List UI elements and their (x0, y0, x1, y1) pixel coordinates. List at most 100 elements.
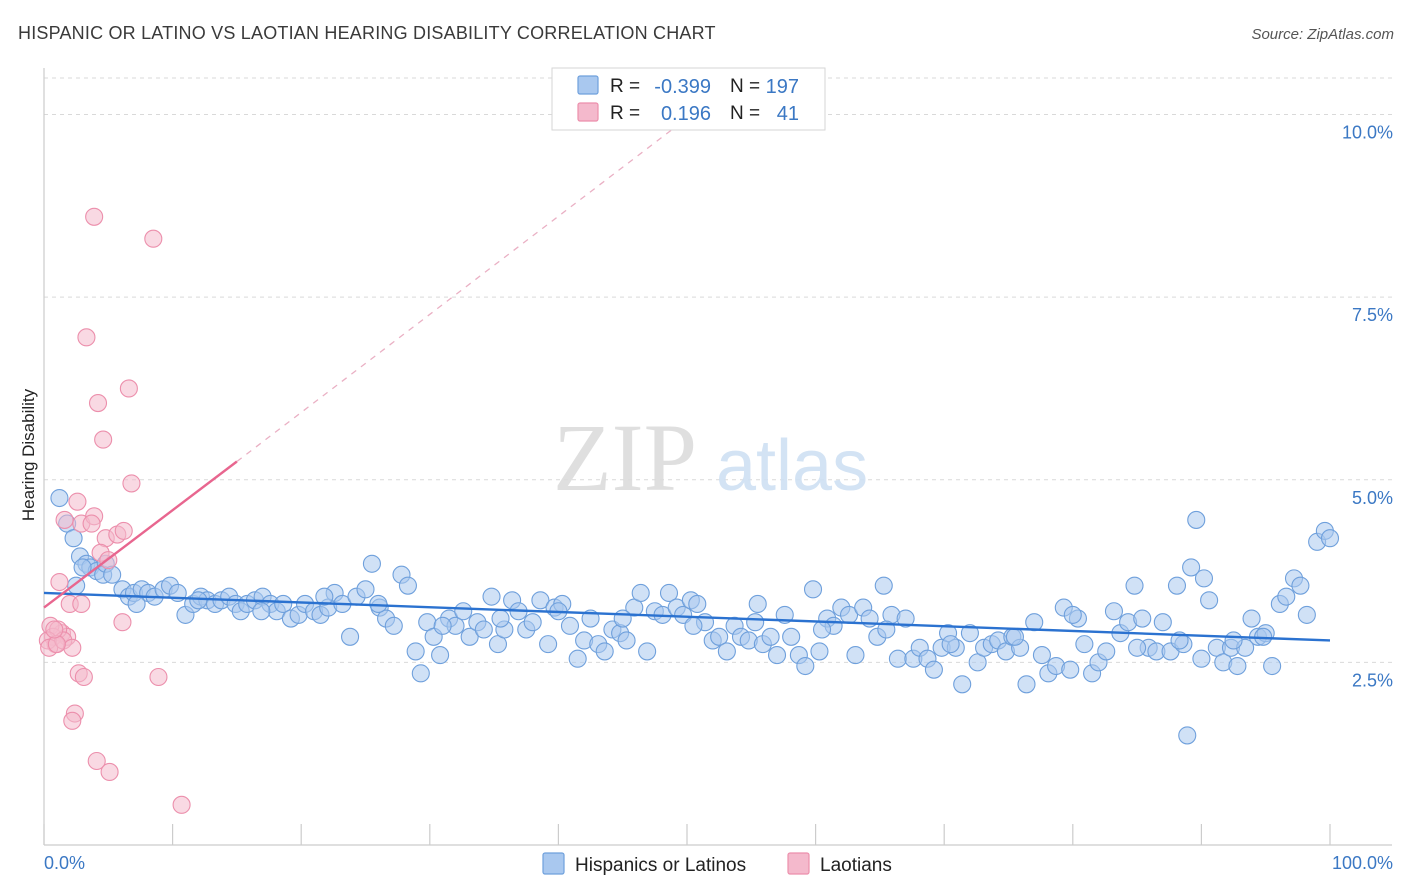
hispanic-point (1075, 635, 1094, 654)
hispanic-point (531, 591, 550, 610)
legend-n-label-1: N = (730, 76, 760, 97)
y-tick-label-2: 7.5% (1352, 305, 1393, 325)
hispanic-point (684, 616, 703, 635)
hispanic-point (460, 627, 479, 646)
hispanic-point (431, 646, 450, 665)
hispanic-point (1200, 591, 1219, 610)
hispanic-regression-line (43, 591, 1331, 642)
hispanic-point (1192, 649, 1211, 668)
hispanic-point (252, 602, 271, 621)
hispanic-point (1128, 638, 1147, 657)
hispanic-point (953, 675, 972, 694)
laotian-point (68, 492, 87, 511)
laotian-point (72, 594, 91, 613)
hispanic-point (1320, 529, 1340, 548)
chart-source: Source: ZipAtlas.com (1251, 26, 1394, 43)
laotian-point (88, 394, 108, 413)
laotian-point (172, 795, 191, 814)
laotian-point (82, 514, 101, 533)
laotian-point (50, 572, 69, 592)
laotian-point (45, 620, 64, 639)
legend-label-hispanics: Hispanics or Latinos (575, 855, 746, 876)
hispanic-point (539, 635, 558, 654)
legend-swatch-pink (577, 102, 599, 122)
hispanic-point (1063, 605, 1082, 624)
hispanic-point (1017, 675, 1036, 694)
y-tick-label-3: 10.0% (1342, 123, 1393, 143)
hispanic-point (356, 580, 375, 599)
hispanic-point (454, 602, 473, 621)
hispanic-point (1228, 656, 1247, 676)
legend-n-label-2: N = (730, 103, 760, 124)
hispanic-point (491, 609, 510, 628)
regression-lines (43, 117, 1331, 642)
hispanic-point (761, 627, 780, 646)
hispanic-point (73, 558, 92, 577)
laotian-regression-extension (236, 117, 688, 463)
hispanic-point (560, 616, 580, 635)
hispanic-point (406, 642, 425, 661)
hispanic-point (796, 656, 815, 676)
legend-r-label-1: R = (610, 76, 640, 97)
hispanic-point (1005, 627, 1024, 646)
hispanic-point (810, 642, 829, 661)
laotian-point (119, 379, 138, 398)
hispanic-point (64, 529, 83, 548)
hispanic-point (960, 624, 979, 643)
hispanic-point (1187, 510, 1206, 529)
hispanic-point (767, 646, 787, 665)
x-tick-label-1: 100.0% (1332, 853, 1393, 873)
hispanic-point (941, 635, 960, 654)
laotian-point (144, 229, 163, 248)
legend-r-label-2: R = (610, 103, 640, 124)
legend-swatch-hispanics (542, 852, 565, 875)
laotian-point (113, 613, 132, 632)
chart-title: HISPANIC OR LATINO VS LAOTIAN HEARING DI… (18, 23, 716, 43)
legend-r-value-1: -0.399 (654, 76, 711, 98)
hispanic-point (1277, 587, 1296, 606)
laotian-point (114, 521, 133, 540)
series-hispanics-points (50, 488, 1340, 745)
hispanic-point (127, 594, 146, 613)
laotian-point (85, 207, 104, 226)
laotian-point (149, 667, 168, 687)
hispanic-point (1125, 576, 1144, 595)
hispanic-point (631, 583, 650, 603)
x-tick-label-0: 0.0% (44, 853, 85, 873)
hispanic-point (896, 609, 915, 628)
hispanic-point (1182, 558, 1201, 577)
hispanic-point (189, 591, 208, 610)
hispanic-point (613, 609, 632, 628)
hispanic-point (523, 613, 542, 632)
hispanic-point (568, 649, 587, 668)
hispanic-point (717, 642, 736, 661)
axes (43, 68, 1392, 846)
hispanic-point (362, 554, 381, 573)
legend-swatch-laotians (787, 852, 810, 875)
hispanic-point (1224, 631, 1243, 650)
laotian-point (63, 638, 82, 657)
laotian-regression-line (43, 460, 238, 609)
hispanic-point (803, 580, 823, 599)
hispanic-point (924, 660, 943, 679)
hispanic-point (688, 594, 707, 613)
hispanic-point (1194, 569, 1214, 588)
hispanic-point (1263, 656, 1282, 676)
hispanic-point (274, 594, 293, 613)
laotian-point (55, 510, 74, 529)
watermark-zip: ZIP (553, 404, 697, 511)
hispanic-point (710, 627, 729, 646)
legend-r-value-2: 0.196 (661, 103, 711, 125)
laotian-point (74, 667, 93, 687)
laotian-point (100, 762, 119, 782)
hispanic-point (474, 620, 493, 639)
watermark: ZIP atlas (553, 404, 868, 511)
hispanic-point (1291, 576, 1310, 595)
hispanic-point (617, 631, 636, 650)
legend-swatch-blue (577, 75, 599, 95)
hispanic-point (659, 583, 679, 603)
hispanic-point (341, 627, 360, 646)
series-legend: Hispanics or Latinos Laotians (542, 852, 892, 876)
hispanic-point (1297, 605, 1316, 624)
hispanic-point (1032, 646, 1051, 665)
